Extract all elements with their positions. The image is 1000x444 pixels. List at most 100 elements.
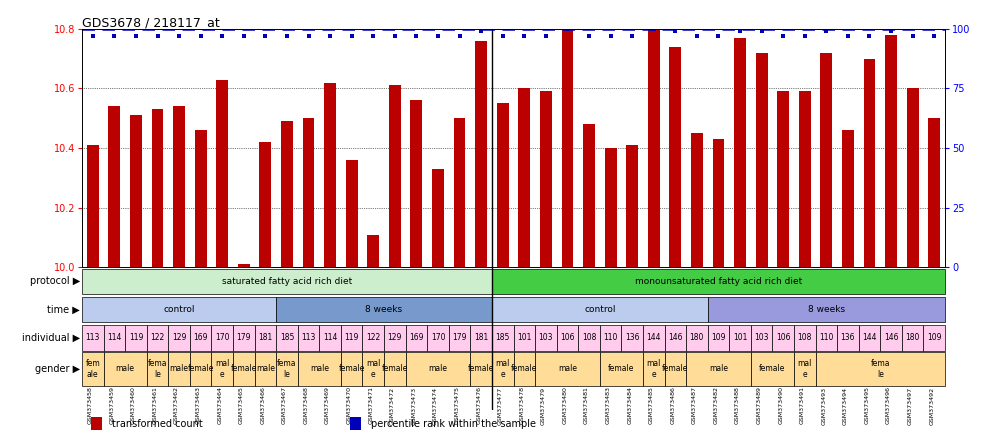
Point <box>214 32 230 40</box>
Point <box>322 32 338 40</box>
Text: GSM373458: GSM373458 <box>88 386 93 424</box>
Bar <box>82 297 276 322</box>
Bar <box>514 352 535 386</box>
Text: mal
e: mal e <box>647 359 661 379</box>
Point <box>603 32 619 40</box>
Bar <box>648 29 660 267</box>
Point <box>538 32 554 40</box>
Text: GSM373486: GSM373486 <box>670 386 675 424</box>
Text: female: female <box>468 365 494 373</box>
Text: percentile rank within the sample: percentile rank within the sample <box>371 419 536 428</box>
Text: 101: 101 <box>517 333 531 342</box>
Bar <box>427 325 449 351</box>
Text: 170: 170 <box>431 333 445 342</box>
Text: GSM373462: GSM373462 <box>174 386 179 424</box>
Text: GSM373483: GSM373483 <box>606 386 611 424</box>
Bar <box>410 100 422 267</box>
Text: GSM373488: GSM373488 <box>735 386 740 424</box>
Point <box>581 32 597 40</box>
Point <box>279 32 295 40</box>
Bar <box>324 83 336 267</box>
Text: male: male <box>709 365 728 373</box>
Text: 122: 122 <box>366 333 380 342</box>
Text: control: control <box>584 305 616 314</box>
Bar <box>350 417 361 430</box>
Bar <box>885 35 897 267</box>
Text: female: female <box>187 365 214 373</box>
Text: 180: 180 <box>690 333 704 342</box>
Point <box>257 32 273 40</box>
Bar <box>147 325 168 351</box>
Text: 179: 179 <box>452 333 467 342</box>
Bar <box>799 91 811 267</box>
Point <box>840 32 856 40</box>
Bar <box>195 130 207 267</box>
Text: GSM373463: GSM373463 <box>196 386 201 424</box>
Text: GSM373461: GSM373461 <box>153 386 158 424</box>
Point <box>710 32 726 40</box>
Bar <box>190 352 211 386</box>
Point <box>473 28 489 35</box>
Point <box>171 32 187 40</box>
Bar <box>643 325 665 351</box>
Text: 146: 146 <box>884 333 898 342</box>
Text: 181: 181 <box>258 333 273 342</box>
Point <box>732 28 748 35</box>
Bar <box>540 91 552 267</box>
Text: 179: 179 <box>237 333 251 342</box>
Bar <box>362 352 384 386</box>
Bar <box>816 352 945 386</box>
Bar <box>535 352 600 386</box>
Text: GSM373485: GSM373485 <box>649 386 654 424</box>
Text: female: female <box>338 365 365 373</box>
Bar <box>406 325 427 351</box>
Text: 106: 106 <box>776 333 790 342</box>
Point <box>646 25 662 32</box>
Bar <box>104 352 147 386</box>
Text: 169: 169 <box>409 333 424 342</box>
Bar <box>600 325 621 351</box>
Bar <box>492 325 514 351</box>
Text: 170: 170 <box>215 333 229 342</box>
Bar <box>907 88 919 267</box>
Bar <box>605 148 617 267</box>
Bar <box>928 118 940 267</box>
Point <box>430 32 446 40</box>
Text: GSM373493: GSM373493 <box>821 386 826 424</box>
Text: protocol ▶: protocol ▶ <box>30 277 80 286</box>
Bar <box>190 325 211 351</box>
Bar <box>152 109 163 267</box>
Text: 146: 146 <box>668 333 683 342</box>
Bar <box>255 325 276 351</box>
Bar <box>470 325 492 351</box>
Text: GSM373465: GSM373465 <box>239 386 244 424</box>
Bar <box>820 53 832 267</box>
Point <box>775 32 791 40</box>
Bar <box>497 103 509 267</box>
Text: female: female <box>759 365 786 373</box>
Point <box>150 32 166 40</box>
Bar <box>87 145 99 267</box>
Bar <box>562 29 573 267</box>
Bar <box>665 352 686 386</box>
Text: male: male <box>256 365 275 373</box>
Bar <box>756 53 768 267</box>
Text: GSM373497: GSM373497 <box>908 386 913 424</box>
Point <box>861 32 877 40</box>
Text: control: control <box>163 305 195 314</box>
Text: saturated fatty acid rich diet: saturated fatty acid rich diet <box>222 277 352 286</box>
Bar <box>794 325 816 351</box>
Text: GDS3678 / 218117_at: GDS3678 / 218117_at <box>82 16 220 29</box>
Bar <box>168 325 190 351</box>
Point <box>193 32 209 40</box>
Text: fema
le: fema le <box>871 359 890 379</box>
Bar <box>341 352 362 386</box>
Bar <box>276 325 298 351</box>
Bar <box>276 297 492 322</box>
Bar <box>362 325 384 351</box>
Text: 101: 101 <box>733 333 747 342</box>
Text: GSM373469: GSM373469 <box>325 386 330 424</box>
Text: 113: 113 <box>301 333 316 342</box>
Point <box>301 32 317 40</box>
Text: female: female <box>231 365 257 373</box>
